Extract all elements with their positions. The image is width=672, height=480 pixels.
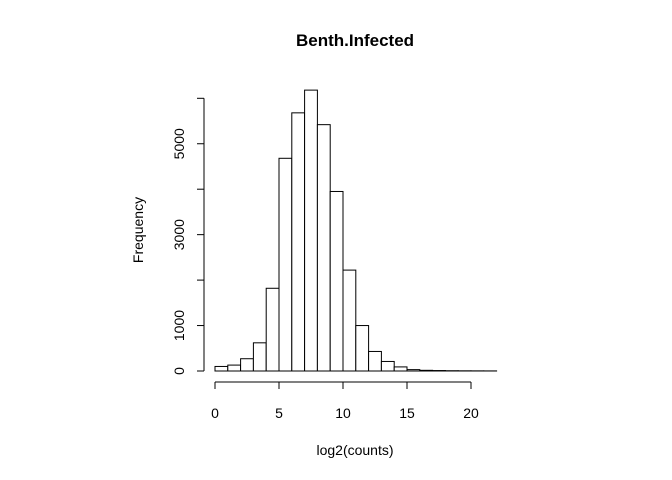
histogram-bar — [278, 157, 293, 372]
histogram-bar — [316, 124, 331, 372]
histogram-bar — [342, 269, 357, 372]
histogram-bar — [265, 287, 280, 372]
bars-group — [214, 89, 498, 372]
histogram-bar — [227, 364, 242, 372]
x-tick-label: 10 — [335, 405, 351, 421]
y-axis: 0 1000 3000 5000 — [171, 97, 205, 375]
x-tick-label: 0 — [211, 405, 219, 421]
x-tick-label: 20 — [463, 405, 479, 421]
histogram-bar — [240, 358, 254, 372]
y-tick-label: 5000 — [171, 128, 187, 159]
histogram-bar — [419, 369, 434, 372]
histogram-bar — [214, 365, 229, 372]
histogram-bar — [355, 325, 370, 372]
y-axis-label: Frequency — [130, 197, 146, 263]
x-tick-label: 15 — [399, 405, 415, 421]
histogram-bar — [291, 112, 306, 372]
histogram-bar — [329, 190, 344, 372]
x-tick-label: 5 — [275, 405, 283, 421]
histogram-bar — [380, 360, 395, 372]
x-axis-label: log2(counts) — [316, 442, 393, 458]
chart-title: Benth.Infected — [296, 31, 414, 50]
histogram-bar — [393, 366, 408, 372]
y-tick-label: 3000 — [171, 219, 187, 250]
histogram-bar — [406, 369, 421, 372]
y-tick-label: 1000 — [171, 310, 187, 341]
histogram-bar — [368, 350, 382, 372]
y-tick-label: 0 — [171, 367, 187, 375]
histogram-bar — [304, 89, 318, 372]
x-axis: 0 5 10 15 20 — [211, 381, 479, 421]
histogram-bar — [252, 342, 267, 372]
